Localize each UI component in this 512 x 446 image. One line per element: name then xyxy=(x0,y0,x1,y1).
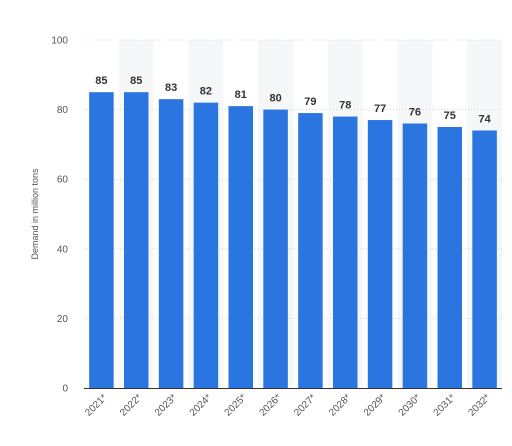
y-tick-label: 20 xyxy=(57,314,69,325)
x-tick-label: 2030* xyxy=(397,392,423,418)
bar xyxy=(333,116,358,388)
x-tick-label: 2026* xyxy=(257,392,283,418)
x-tick-label: 2028* xyxy=(327,392,353,418)
data-label: 76 xyxy=(409,107,421,119)
bar xyxy=(402,123,428,389)
data-labels: 85 85 83 82 81 80 79 78 77 76 75 74 xyxy=(95,75,491,125)
y-axis-ticks: 0 20 40 60 80 100 xyxy=(51,36,68,395)
bar xyxy=(367,120,393,388)
y-axis-title: Demand in million tons xyxy=(30,168,40,260)
data-label: 77 xyxy=(374,103,386,115)
data-label: 78 xyxy=(339,100,351,112)
bar xyxy=(89,92,114,388)
bars xyxy=(89,92,497,389)
bar xyxy=(472,130,497,389)
x-tick-label: 2024* xyxy=(188,392,214,418)
data-label: 74 xyxy=(478,113,491,125)
bar xyxy=(263,109,288,388)
y-tick-label: 60 xyxy=(57,175,69,186)
data-label: 80 xyxy=(269,93,281,105)
bar xyxy=(193,102,219,388)
bar xyxy=(298,113,323,388)
data-label: 75 xyxy=(444,110,456,122)
data-label: 81 xyxy=(235,89,247,101)
gridlines xyxy=(84,39,502,319)
x-tick-label: 2031* xyxy=(432,392,458,418)
bar xyxy=(158,99,184,388)
x-tick-label: 2025* xyxy=(223,392,249,418)
data-label: 79 xyxy=(304,96,316,108)
x-axis-ticks: 2021* 2022* 2023* 2024* 2025* 2026* 2027* 2028*… xyxy=(83,392,493,418)
data-label: 85 xyxy=(130,75,142,87)
bar xyxy=(228,106,253,389)
x-tick-label: 2022* xyxy=(118,392,144,418)
x-tick-label: 2032* xyxy=(466,392,492,418)
data-label: 83 xyxy=(165,82,177,94)
data-label: 82 xyxy=(200,86,212,98)
y-tick-label: 80 xyxy=(57,105,69,116)
y-tick-label: 100 xyxy=(51,36,68,47)
x-tick-label: 2029* xyxy=(362,392,388,418)
x-tick-label: 2027* xyxy=(292,392,318,418)
x-tick-label: 2023* xyxy=(153,392,179,418)
bar xyxy=(124,92,149,388)
y-tick-label: 40 xyxy=(57,244,69,255)
x-tick-label: 2021* xyxy=(83,392,109,418)
data-label: 85 xyxy=(95,75,107,87)
bar xyxy=(437,127,462,388)
y-tick-label: 0 xyxy=(62,384,68,395)
